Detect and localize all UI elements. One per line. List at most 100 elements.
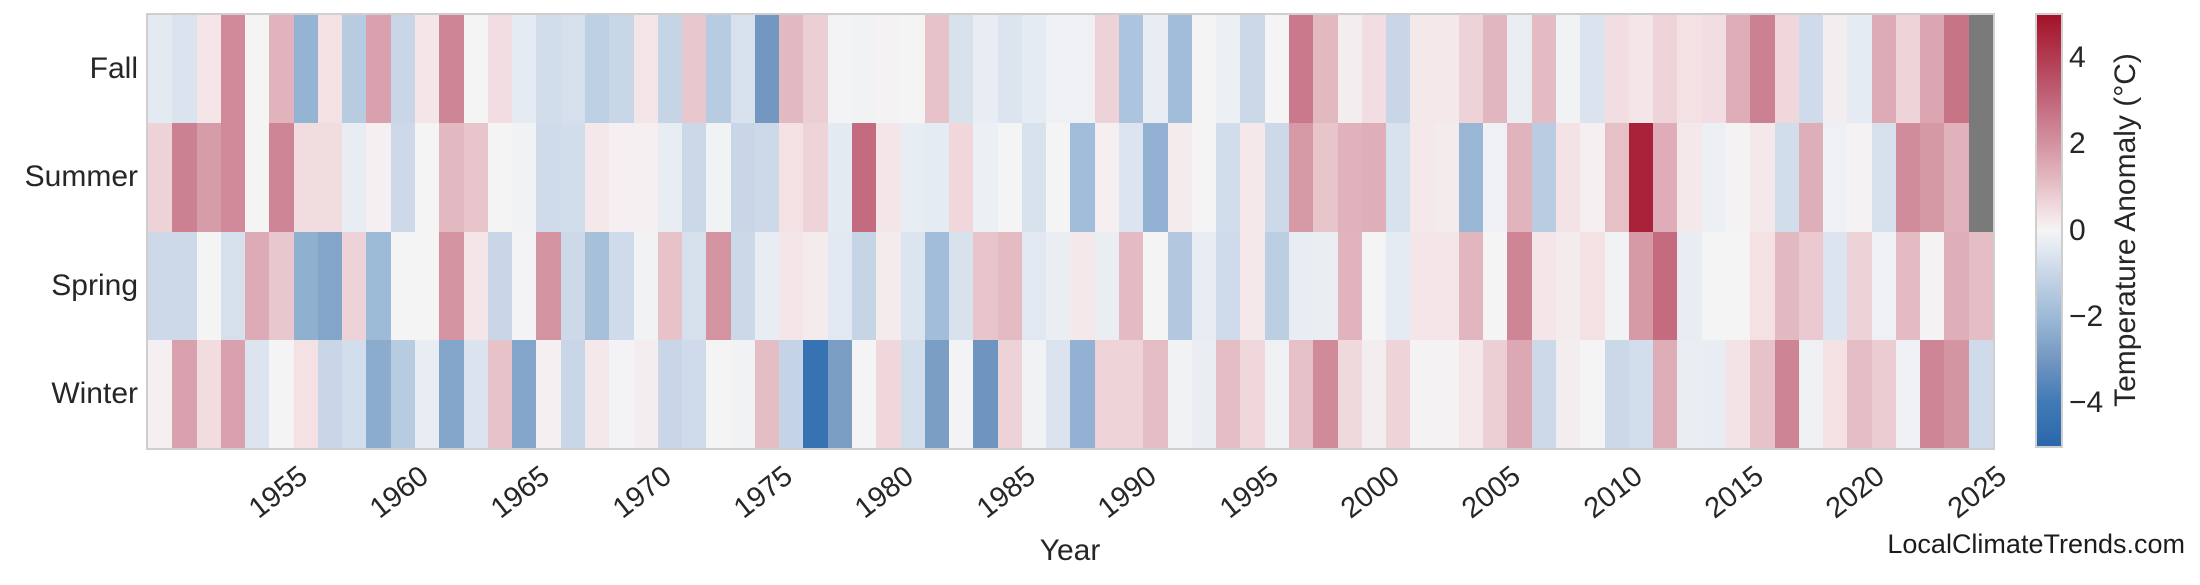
heatmap-cell (657, 339, 683, 448)
heatmap-cell (754, 231, 780, 340)
heatmap-cell (536, 339, 561, 448)
heatmap-cell (997, 123, 1022, 232)
heatmap-cell (366, 339, 391, 448)
heatmap-cell (1143, 123, 1168, 232)
heatmap-cell (1823, 123, 1848, 232)
heatmap-cell (1458, 15, 1484, 124)
heatmap-cell (439, 123, 464, 232)
heatmap-cell (900, 15, 925, 124)
heatmap-cell (1313, 123, 1338, 232)
heatmap-cell (560, 231, 585, 340)
heatmap-cell (609, 123, 634, 232)
heatmap-cell (1604, 339, 1629, 448)
heatmap-cell (1264, 123, 1289, 232)
heatmap-cell (317, 15, 343, 124)
heatmap-cell (633, 15, 658, 124)
heatmap-cell (1798, 15, 1824, 124)
heatmap-cell (924, 339, 950, 448)
heatmap-cell (1046, 123, 1071, 232)
heatmap-cell (706, 123, 731, 232)
watermark: LocalClimateTrends.com (1887, 529, 2185, 559)
heatmap-cell (1920, 231, 1945, 340)
heatmap-cell (1070, 231, 1095, 340)
heatmap-cell (172, 231, 197, 340)
heatmap-cell (1410, 339, 1435, 448)
heatmap-cell (415, 339, 440, 448)
heatmap-cell (1798, 339, 1824, 448)
heatmap-cell (1046, 231, 1071, 340)
heatmap-cell (1094, 123, 1120, 232)
heatmap-cell (803, 231, 828, 340)
x-tick-label: 1990 (1092, 460, 1163, 525)
heatmap-cell (1046, 15, 1071, 124)
heatmap-cell (1458, 339, 1484, 448)
heatmap-cell (1677, 123, 1702, 232)
heatmap-cell (827, 339, 852, 448)
colorbar-tick-label: 4 (2069, 41, 2086, 75)
heatmap-cell (973, 339, 998, 448)
heatmap-cell (390, 339, 416, 448)
colorbar-tick-label: −4 (2069, 385, 2104, 419)
heatmap-cell (949, 339, 974, 448)
heatmap-cell (779, 123, 804, 232)
heatmap-cell (779, 15, 804, 124)
heatmap-cell (1143, 15, 1168, 124)
heatmap-cell (803, 123, 828, 232)
heatmap-cell (706, 339, 731, 448)
heatmap-cell (1871, 123, 1896, 232)
heatmap-cell (1119, 339, 1144, 448)
heatmap-cell (1895, 339, 1921, 448)
heatmap-cell (1094, 339, 1120, 448)
heatmap-cell (536, 15, 561, 124)
heatmap-cell (1507, 339, 1532, 448)
heatmap-cell (220, 123, 246, 232)
heatmap-cell (876, 339, 901, 448)
heatmap-cell (1337, 231, 1362, 340)
heatmap-cell (1871, 339, 1896, 448)
x-tick-label: 1960 (364, 460, 435, 525)
heatmap-cell (730, 231, 755, 340)
heatmap-cell (1458, 231, 1484, 340)
heatmap-cell (1410, 15, 1435, 124)
heatmap-cell (1968, 231, 1993, 340)
heatmap-cell (196, 339, 221, 448)
heatmap-cell (1823, 15, 1848, 124)
heatmap-cell (196, 123, 221, 232)
heatmap-cell (1483, 15, 1508, 124)
heatmap-cell (1774, 339, 1799, 448)
heatmap-cell (366, 231, 391, 340)
heatmap-cell (973, 231, 998, 340)
heatmap-cell (1968, 15, 1993, 124)
heatmap-cell (342, 231, 367, 340)
heatmap-cell (1895, 15, 1921, 124)
heatmap-cell (1725, 123, 1751, 232)
heatmap-cell (245, 123, 270, 232)
heatmap-cell (1847, 339, 1872, 448)
heatmap-cell (1507, 123, 1532, 232)
heatmap-cell (949, 231, 974, 340)
heatmap-cell (803, 15, 828, 124)
heatmap-cell (827, 15, 852, 124)
heatmap-cell (1191, 339, 1217, 448)
heatmap-cell (1944, 123, 1969, 232)
heatmap-cell (779, 339, 804, 448)
heatmap-cell (172, 123, 197, 232)
heatmap-cell (1191, 15, 1217, 124)
x-tick-label: 1965 (485, 460, 556, 525)
heatmap-cell (1531, 231, 1557, 340)
heatmap-cell (1725, 339, 1751, 448)
heatmap-cell (1895, 231, 1921, 340)
heatmap-cell (1070, 15, 1095, 124)
heatmap-cell (852, 15, 877, 124)
heatmap-cell (1580, 15, 1605, 124)
heatmap-cell (876, 123, 901, 232)
heatmap-cell (609, 231, 634, 340)
heatmap-cell (779, 231, 804, 340)
heatmap-cell (657, 231, 683, 340)
heatmap-cell (1288, 15, 1314, 124)
x-tick-label: 1955 (242, 460, 314, 525)
heatmap-cell (1386, 231, 1411, 340)
heatmap-cell (1483, 339, 1508, 448)
heatmap-cell (560, 339, 585, 448)
heatmap-cell (1094, 15, 1120, 124)
